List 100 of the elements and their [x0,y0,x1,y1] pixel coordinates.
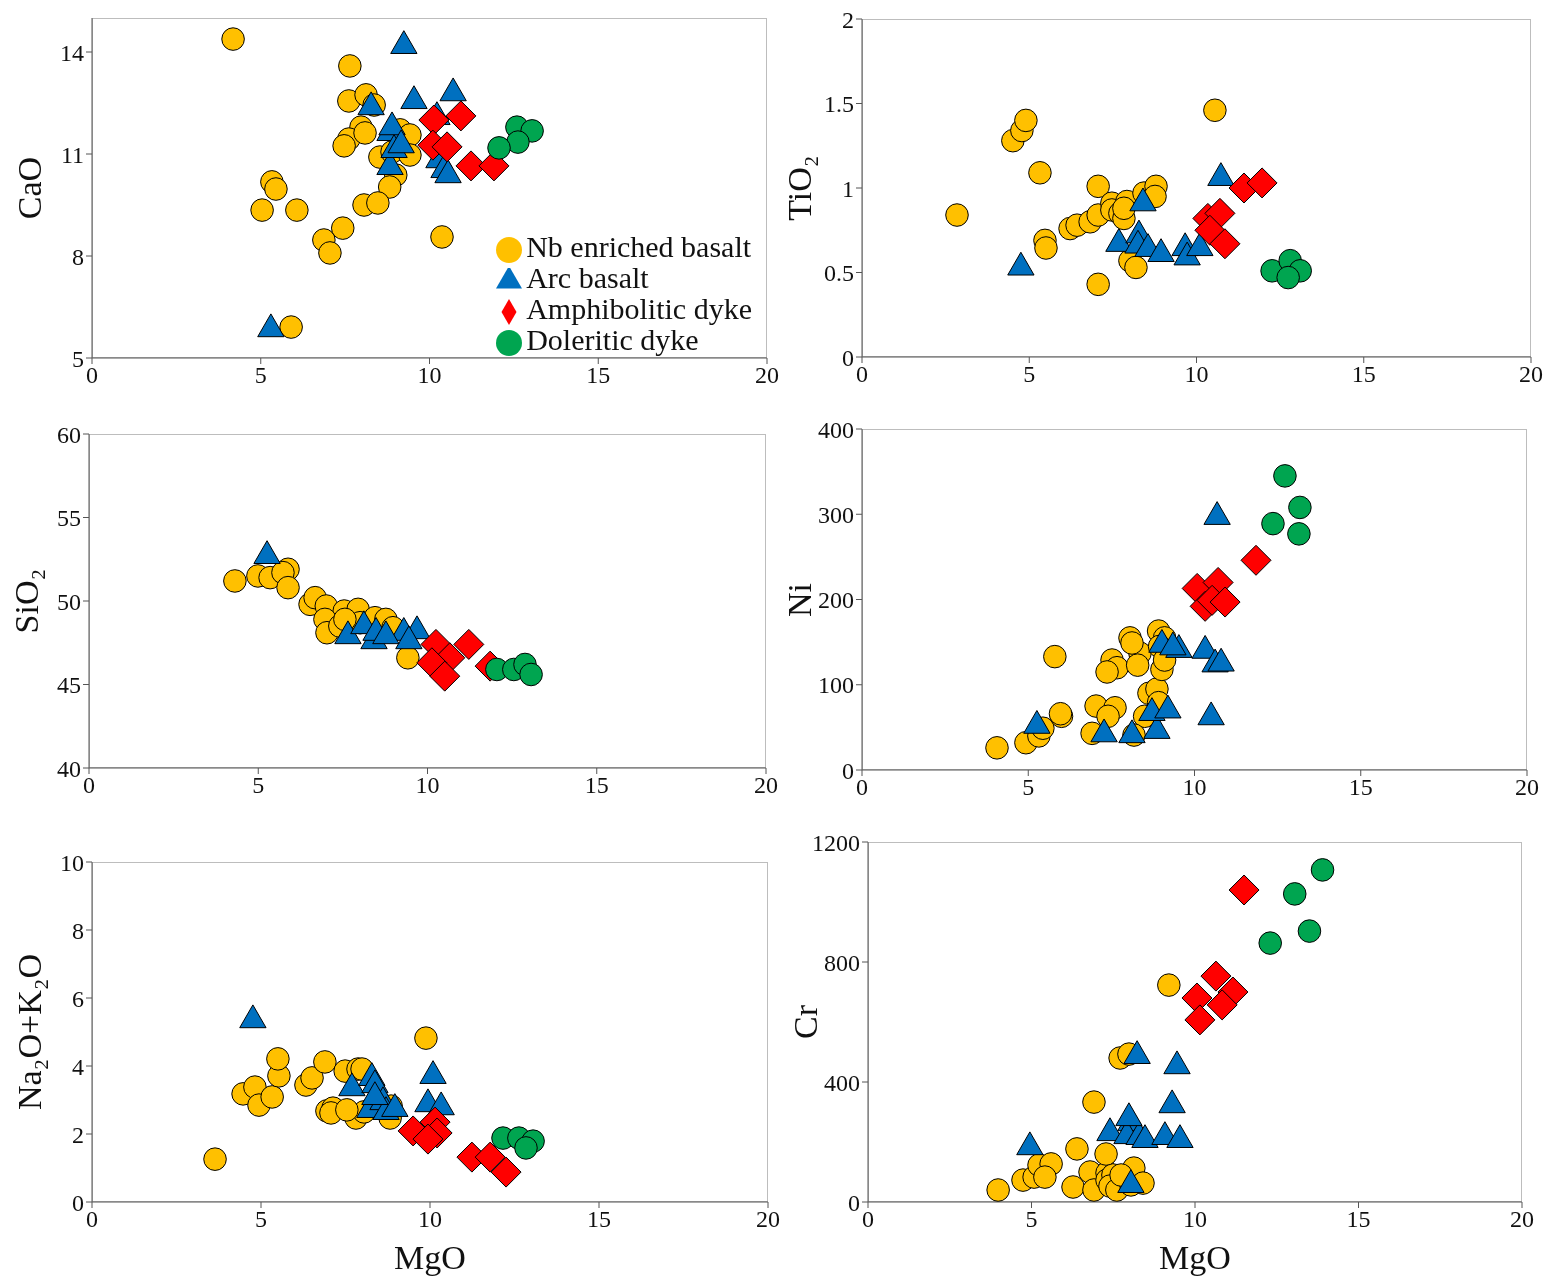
x-tick-label: 10 [417,362,442,389]
legend-label: Arc basalt [526,260,649,294]
point [1258,931,1282,955]
y-tick-label: 1.5 [824,91,854,118]
point [1086,174,1110,199]
point [453,628,485,660]
x-tick-label: 5 [254,362,267,389]
y-tick-label: 50 [57,588,81,615]
x-tick-label: 10 [415,772,440,799]
point [366,191,390,215]
x-tick-label: 20 [756,1206,780,1233]
point [418,104,450,136]
x-tick-label: 20 [755,362,779,389]
point [1310,858,1335,882]
x-tick-label: 20 [1519,361,1543,388]
point [506,130,530,154]
point [1276,265,1300,290]
point [1124,255,1148,280]
point [260,1085,284,1109]
point [1014,108,1038,133]
point [1194,214,1226,246]
point [430,225,454,249]
point [1273,464,1297,488]
y-axis-title: SiO₂ [7,568,46,634]
point [203,1147,227,1171]
point [264,177,288,201]
y-tick-label: 0.5 [824,260,854,287]
y-tick-label: 6 [72,985,84,1012]
point [1206,989,1238,1021]
point [338,54,362,78]
y-tick-label: 300 [818,501,854,528]
x-tick-label: 15 [584,772,609,799]
x-tick-label: 5 [255,1206,267,1233]
point [353,121,377,145]
y-tick-label: 1 [842,175,854,202]
x-tick-label: 5 [1025,1206,1038,1233]
point [332,134,356,158]
point [1297,919,1322,943]
point [396,646,420,670]
y-tick-label: 60 [57,421,81,448]
point [985,736,1009,760]
point [945,203,969,227]
x-tick-label: 5 [1023,361,1036,388]
point [1203,98,1227,123]
point [1125,653,1150,677]
y-tick-label: 200 [818,587,854,614]
point [1209,228,1241,260]
x-tick-label: 15 [586,362,611,389]
point [1034,236,1058,260]
y-tick-label: 4 [72,1053,84,1080]
point [431,131,463,163]
point [1095,660,1119,684]
y-axis-title: CaO [10,156,49,220]
point [1094,1142,1118,1166]
x-tick-label: 10 [418,1206,442,1233]
point [1112,196,1136,221]
point [377,175,402,199]
x-tick-label: 5 [1022,774,1035,801]
point [1065,1137,1089,1161]
point [221,27,245,51]
point [276,575,300,600]
x-tick-label: 5 [252,772,265,799]
point [1240,544,1272,576]
point [490,1156,522,1188]
point [1287,522,1311,546]
x-tick-label: 15 [1348,774,1373,801]
point [300,1066,324,1090]
point [1288,495,1312,520]
point [414,1026,438,1050]
x-tick-label: 20 [754,772,778,799]
point [1282,882,1307,906]
y-tick-label: 800 [824,949,860,976]
point [330,216,355,240]
point [318,241,342,265]
point [514,1136,538,1160]
point [1184,1004,1216,1036]
x-axis-title: MgO [394,1238,466,1278]
point [519,662,543,687]
y-tick-label: 40 [57,755,81,782]
x-tick-label: 20 [1515,774,1539,801]
y-tick-label: 11 [60,141,84,168]
point [335,1098,359,1122]
y-tick-label: 2 [72,1121,84,1148]
y-axis-title: TiO₂ [780,155,819,221]
y-tick-label: 400 [818,416,854,443]
y-tick-label: 0 [842,344,854,371]
y-tick-label: 0 [72,1189,84,1216]
y-tick-label: 0 [848,1189,860,1216]
x-tick-label: 10 [1182,774,1207,801]
y-tick-label: 10 [60,849,84,876]
point [445,100,477,132]
y-tick-label: 55 [57,505,81,532]
point [1209,586,1241,618]
y-tick-label: 8 [72,243,84,270]
point [429,660,461,692]
point [285,198,309,222]
x-tick-label: 10 [1183,1206,1207,1233]
point [1082,1090,1106,1114]
y-tick-label: 400 [824,1069,860,1096]
point [1043,644,1067,669]
